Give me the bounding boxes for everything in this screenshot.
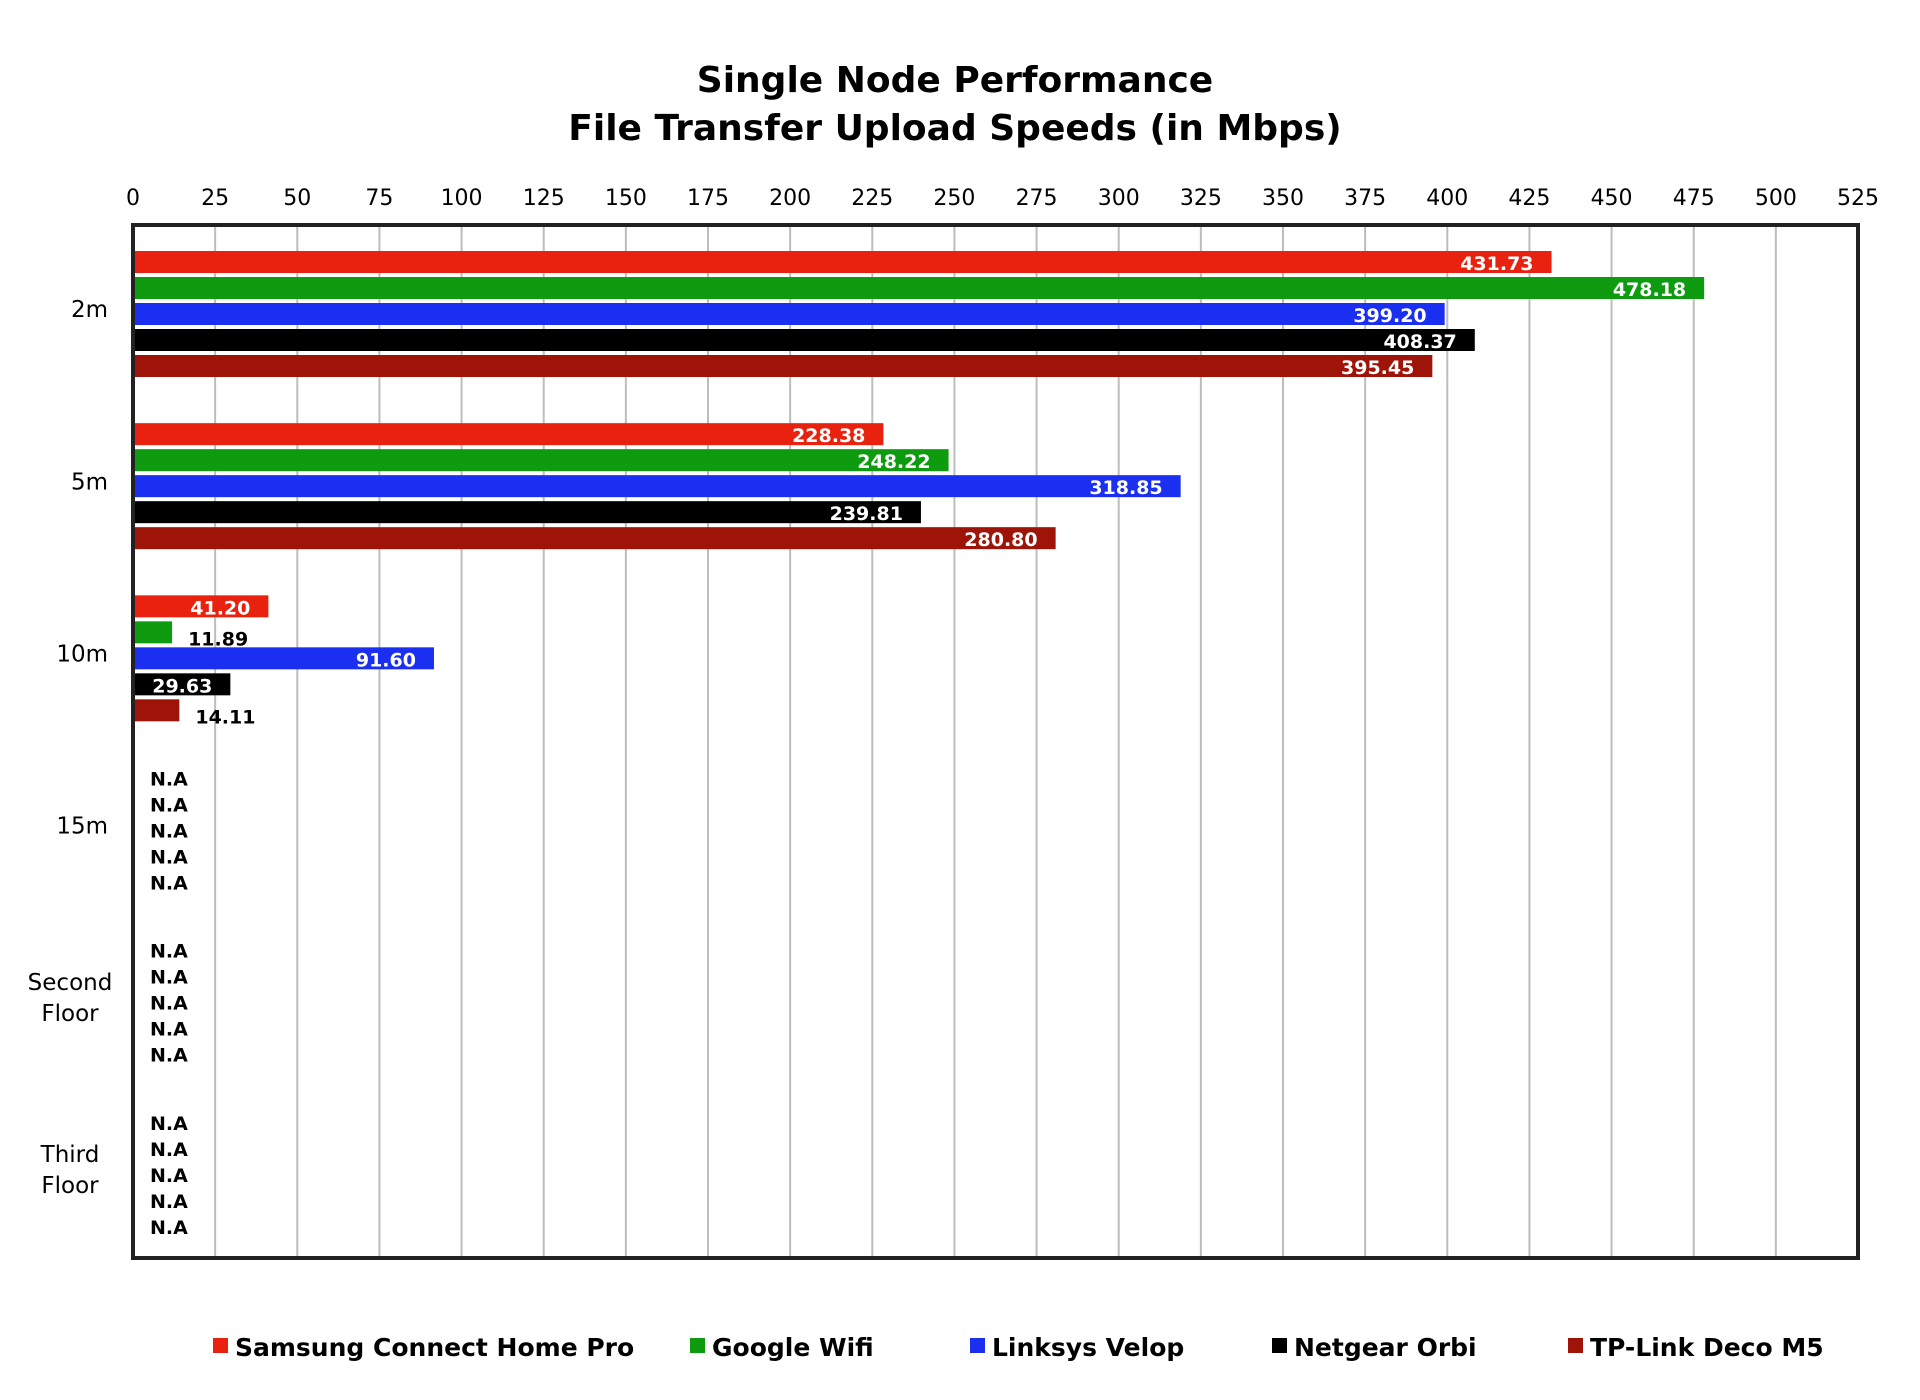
data-label: 399.20 [1353, 305, 1426, 327]
bar [135, 621, 173, 644]
bar [135, 673, 231, 696]
data-label: 280.80 [964, 529, 1037, 551]
data-label-missing: N.A [150, 1019, 188, 1041]
data-label: 248.22 [857, 451, 930, 473]
category-label: 2m [71, 297, 108, 323]
x-tick-label: 75 [365, 186, 393, 211]
data-label-missing: N.A [150, 1139, 188, 1161]
x-tick-label: 450 [1591, 186, 1633, 211]
category-label: 15m [56, 814, 108, 840]
legend-swatch [970, 1338, 985, 1353]
x-tick-label: 425 [1508, 186, 1550, 211]
plot-frame [131, 223, 1860, 1260]
bar [135, 251, 1552, 273]
data-label-missing: N.A [150, 769, 188, 791]
bar [135, 355, 1433, 377]
data-label: 318.85 [1089, 477, 1162, 499]
data-label-missing: N.A [150, 873, 188, 895]
bar [135, 329, 1475, 351]
legend-swatch [1568, 1338, 1583, 1353]
bar [135, 527, 1056, 550]
legend-label: Linksys Velop [992, 1333, 1184, 1362]
x-tick-label: 100 [441, 186, 483, 211]
x-tick-label: 400 [1426, 186, 1468, 211]
category-label: Second Floor [28, 970, 113, 1027]
legend-swatch [213, 1338, 228, 1353]
x-tick-label: 225 [851, 186, 893, 211]
chart-title-line-2: File Transfer Upload Speeds (in Mbps) [568, 108, 1341, 149]
data-label: 91.60 [356, 649, 416, 671]
bar [135, 647, 434, 670]
x-tick-label: 300 [1098, 186, 1140, 211]
x-tick-label: 150 [605, 186, 647, 211]
data-label: 395.45 [1341, 357, 1414, 379]
x-tick-label: 375 [1344, 186, 1386, 211]
x-tick-label: 325 [1180, 186, 1222, 211]
x-tick-label: 525 [1837, 186, 1879, 211]
x-tick-label: 125 [523, 186, 565, 211]
data-label-missing: N.A [150, 967, 188, 989]
data-label-missing: N.A [150, 1165, 188, 1187]
x-tick-label: 350 [1262, 186, 1304, 211]
bar [135, 595, 269, 618]
x-tick-label: 475 [1673, 186, 1715, 211]
x-tick-label: 0 [126, 186, 140, 211]
x-tick-label: 200 [769, 186, 811, 211]
bar [135, 475, 1181, 498]
x-tick-label: 50 [283, 186, 311, 211]
x-tick-label: 250 [933, 186, 975, 211]
category-label: Third Floor [40, 1142, 100, 1199]
legend-swatch [1272, 1338, 1287, 1353]
data-label-missing: N.A [150, 993, 188, 1015]
bar [135, 303, 1445, 325]
data-label-missing: N.A [150, 1045, 188, 1067]
data-label: 431.73 [1460, 253, 1533, 275]
data-label-missing: N.A [150, 821, 188, 843]
data-label: 228.38 [792, 425, 865, 447]
category-label: 10m [56, 641, 108, 667]
legend-label: TP-Link Deco M5 [1590, 1333, 1824, 1362]
data-label-missing: N.A [150, 795, 188, 817]
category-label: 5m [71, 469, 108, 495]
data-label-missing: N.A [150, 1191, 188, 1213]
data-label: 41.20 [190, 597, 250, 619]
data-label: 408.37 [1383, 331, 1456, 353]
legend-label: Netgear Orbi [1294, 1333, 1477, 1362]
chart-title-line-1: Single Node Performance [697, 60, 1213, 101]
data-label-missing: N.A [150, 1217, 188, 1239]
legend-swatch [690, 1338, 705, 1353]
bar [135, 423, 884, 446]
data-label: 239.81 [830, 503, 903, 525]
bar [135, 277, 1705, 299]
data-label: 29.63 [152, 675, 212, 697]
data-label-missing: N.A [150, 847, 188, 869]
bar [135, 449, 949, 472]
data-label: 14.11 [195, 706, 255, 728]
data-label-missing: N.A [150, 941, 188, 963]
legend-label: Samsung Connect Home Pro [235, 1333, 634, 1362]
data-label: 11.89 [188, 628, 248, 650]
bar [135, 699, 180, 722]
data-label-missing: N.A [150, 1113, 188, 1135]
x-tick-label: 25 [201, 186, 229, 211]
x-tick-label: 175 [687, 186, 729, 211]
data-label: 478.18 [1613, 279, 1686, 301]
bar [135, 501, 921, 524]
x-tick-label: 275 [1016, 186, 1058, 211]
x-tick-label: 500 [1755, 186, 1797, 211]
legend-label: Google Wifi [712, 1333, 874, 1362]
